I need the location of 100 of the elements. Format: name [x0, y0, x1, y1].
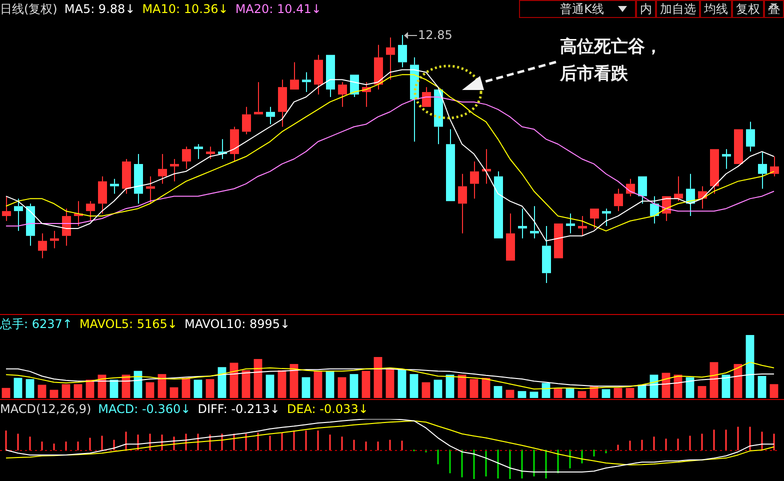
bar: [326, 370, 334, 398]
bar: [290, 364, 298, 398]
bar: [770, 384, 778, 398]
bar: [74, 384, 82, 398]
candlestick: [386, 36, 395, 80]
candlestick: [590, 208, 599, 229]
candlestick: [62, 208, 71, 246]
bar: [110, 380, 118, 398]
bar: [170, 387, 178, 398]
bar: [578, 391, 586, 398]
text: MAVOL5: 5165↓: [79, 317, 178, 331]
bar: [602, 389, 610, 398]
text: 内: [640, 1, 652, 17]
candlestick: [122, 158, 131, 194]
candlestick: [314, 54, 323, 96]
bar: [554, 388, 562, 398]
bar: [434, 380, 442, 398]
series-label: DEA: -0.033↓: [286, 402, 368, 416]
bar: [506, 390, 514, 398]
candlestick: [458, 173, 467, 234]
candlestick: [506, 213, 515, 261]
candlestick: [14, 198, 23, 232]
chart-title: 日线(复权): [0, 2, 58, 16]
bar: [446, 374, 454, 398]
bar: [470, 379, 478, 398]
bar: [230, 362, 238, 398]
candlestick: [758, 151, 767, 190]
bar: [710, 362, 718, 398]
bar: [698, 386, 706, 398]
bar: [566, 388, 574, 398]
candlestick: [494, 170, 503, 238]
bar: [422, 382, 430, 398]
candlestick: [578, 216, 587, 236]
series-label: MACD: -0.360↓: [98, 402, 191, 416]
bar: [266, 374, 274, 398]
text: MAVOL10: 8995↓: [184, 317, 290, 331]
bar: [2, 388, 10, 398]
candlestick: [98, 176, 107, 214]
candlestick: [134, 154, 143, 204]
bar: [242, 370, 250, 398]
candlestick: [542, 225, 551, 284]
bar: [350, 374, 358, 398]
bar: [386, 369, 394, 398]
candlestick: [146, 176, 155, 204]
candlestick: [614, 188, 623, 212]
candlestick: [38, 232, 47, 259]
candlestick: [278, 79, 287, 128]
bar: [614, 388, 622, 398]
candlestick: [206, 146, 215, 160]
candlestick: [86, 200, 95, 222]
annotation: 高位死亡谷，后市看跌: [560, 36, 663, 86]
bar: [50, 390, 58, 398]
candlestick: [446, 128, 455, 202]
bar: [278, 370, 286, 398]
bar: [62, 384, 70, 398]
candlestick: [470, 160, 479, 200]
bar: [86, 380, 94, 398]
bar: [146, 382, 154, 398]
text: 复权: [736, 1, 760, 17]
bar: [206, 379, 214, 398]
candlestick: [770, 156, 779, 177]
text: MA20: 10.41↓: [235, 2, 322, 16]
text: 加自选: [660, 1, 696, 17]
bar: [746, 335, 754, 398]
bar: [518, 391, 526, 398]
text: MA5: 9.88↓: [64, 2, 136, 16]
candlestick: [182, 146, 191, 170]
bar: [410, 374, 418, 398]
candlestick: [158, 154, 167, 184]
candlestick: [674, 176, 683, 202]
text: 普通K线: [560, 1, 604, 17]
bar: [362, 370, 370, 398]
candlestick: [326, 54, 335, 98]
candlestick: [110, 178, 119, 194]
candlestick: [242, 106, 251, 135]
candlestick: [398, 34, 407, 68]
text: 叠: [768, 1, 780, 17]
text: 均线: [704, 1, 728, 17]
bar: [530, 392, 538, 398]
bar: [458, 374, 466, 398]
bar: [302, 377, 310, 398]
bar: [374, 357, 382, 398]
bar: [182, 378, 190, 398]
bar: [722, 374, 730, 398]
candlestick: [518, 208, 527, 239]
candlestick: [422, 86, 431, 107]
candlestick: [2, 196, 11, 222]
bar: [254, 358, 262, 398]
series-label: DIFF: -0.213↓: [198, 402, 280, 416]
bar: [482, 378, 490, 398]
bar: [626, 388, 634, 398]
candlestick: [194, 144, 203, 160]
candlestick: [338, 82, 347, 108]
candlestick: [746, 121, 755, 152]
candlestick: [302, 72, 311, 93]
candlestick: [50, 230, 59, 249]
candlestick: [230, 126, 239, 162]
bar: [158, 374, 166, 398]
candlestick: [602, 208, 611, 226]
chart-title: MACD(12,26,9): [0, 402, 92, 416]
